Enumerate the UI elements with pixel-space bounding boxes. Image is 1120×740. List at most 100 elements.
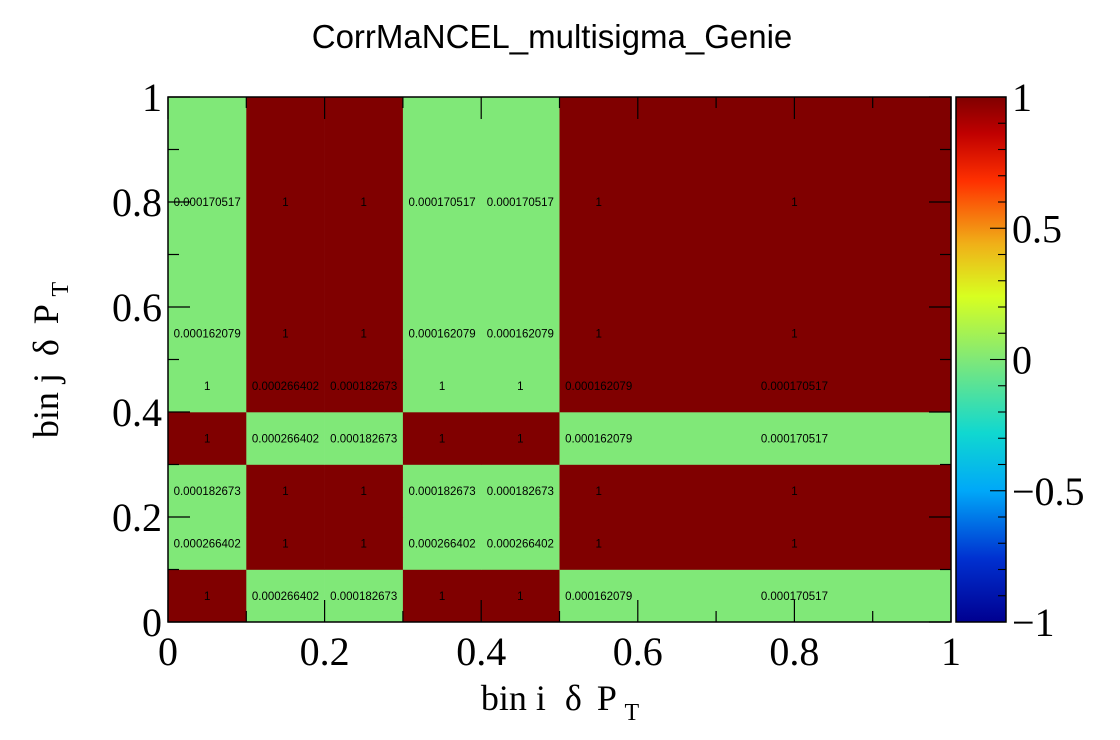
x-tick-label: 0.8	[769, 629, 819, 674]
heatmap-cell	[324, 359, 404, 413]
cell-value-label: 0.000162079	[174, 328, 241, 340]
chart-title: CorrMaNCEL_multisigma_Genie	[312, 18, 793, 55]
cell-value-label: 0.000162079	[565, 433, 632, 445]
cell-value-label: 1	[595, 486, 601, 498]
cell-value-label: 1	[282, 197, 288, 209]
color-scale-label: −0.5	[1012, 469, 1085, 514]
cell-value-label: 0.000266402	[408, 538, 475, 550]
heatmap-cell	[324, 517, 404, 570]
cell-value-label: 0.000162079	[408, 328, 475, 340]
cell-value-label: 0.000266402	[252, 591, 319, 603]
cell-value-label: 0.000182673	[330, 591, 397, 603]
cell-value-label: 1	[361, 197, 367, 209]
cell-value-label: 1	[517, 381, 523, 393]
heatmap-cell	[559, 412, 952, 465]
heatmap-cell	[324, 464, 404, 518]
cell-value-label: 1	[439, 591, 445, 603]
cell-value-label: 1	[791, 328, 797, 340]
cell-value-label: 0.000170517	[408, 197, 475, 209]
heatmap-cell	[168, 464, 247, 518]
cell-value-label: 1	[517, 433, 523, 445]
heatmap-cell	[246, 412, 325, 465]
x-tick-label: 0.6	[613, 629, 663, 674]
color-scale-labels: −1 −0.5 0 0.5 1	[1012, 75, 1085, 645]
y-tick-label: 1	[142, 75, 162, 120]
heatmap-cell	[402, 517, 482, 570]
heatmap-cell	[168, 97, 247, 360]
cell-value-label: 1	[361, 328, 367, 340]
y-axis-label: bin j δ P T	[26, 282, 74, 439]
cell-value-label: 1	[791, 486, 797, 498]
cell-value-label: 0.000170517	[761, 433, 828, 445]
heatmap-cell	[402, 464, 482, 518]
heatmap-cell	[481, 359, 560, 413]
heatmap-cell-labels: 1 0.000266402 0.000182673 1 1 0.000162079 0.00…	[174, 197, 828, 603]
cell-value-label: 1	[282, 328, 288, 340]
color-scale-label: −1	[1012, 600, 1055, 645]
cell-value-label: 1	[595, 197, 601, 209]
cell-value-label: 1	[282, 486, 288, 498]
cell-value-label: 1	[204, 591, 210, 603]
y-axis-label-greek: δ	[26, 339, 66, 356]
heatmap-cell	[481, 97, 560, 360]
y-tick-label: 0.6	[112, 285, 162, 330]
heatmap-cell	[402, 97, 482, 360]
heatmap-cell	[246, 359, 325, 413]
heatmap-cell	[559, 359, 952, 413]
cell-value-label: 0.000170517	[174, 197, 241, 209]
heatmap-cell	[402, 412, 482, 465]
heatmap-cell	[481, 569, 560, 623]
heatmap-cell	[559, 464, 952, 518]
cell-value-label: 1	[517, 591, 523, 603]
cell-value-label: 0.000266402	[252, 433, 319, 445]
heatmap-cell	[559, 97, 952, 360]
cell-value-label: 1	[361, 486, 367, 498]
y-axis-label-main: bin j	[26, 373, 66, 438]
cell-value-label: 0.000170517	[487, 197, 554, 209]
cell-value-label: 1	[595, 328, 601, 340]
axis-tick-marks	[167, 96, 952, 623]
heatmap-cell	[324, 412, 404, 465]
heatmap-cell	[402, 569, 482, 623]
heatmap-cell	[168, 569, 247, 623]
cell-value-label: 1	[791, 538, 797, 550]
color-scale-ticks	[990, 96, 1006, 623]
cell-value-label: 0.000182673	[330, 433, 397, 445]
x-axis-label-var: P	[597, 678, 616, 718]
cell-value-label: 0.000266402	[252, 381, 319, 393]
x-axis-label-greek: δ	[565, 678, 582, 718]
cell-value-label: 1	[439, 433, 445, 445]
y-tick-label: 0.8	[112, 180, 162, 225]
cell-value-label: 1	[282, 538, 288, 550]
x-axis-label-sub: T	[625, 700, 640, 726]
color-scale-label: 0.5	[1012, 206, 1062, 251]
cell-value-label: 0.000162079	[487, 328, 554, 340]
heatmap-cell	[246, 569, 325, 623]
heatmap-cell	[559, 569, 952, 623]
heatmap-cell	[481, 517, 560, 570]
cell-value-label: 1	[204, 381, 210, 393]
x-tick-label: 0.4	[456, 629, 506, 674]
heatmap-cell	[559, 517, 952, 570]
x-axis-label: bin i δ P T	[481, 678, 640, 726]
y-tick-label: 0.4	[112, 390, 162, 435]
cell-value-label: 1	[361, 538, 367, 550]
y-axis-label-var: P	[26, 305, 66, 324]
cell-value-label: 1	[595, 538, 601, 550]
cell-value-label: 0.000182673	[487, 486, 554, 498]
x-tick-label: 1	[941, 629, 961, 674]
y-axis-label-sub: T	[48, 282, 74, 297]
cell-value-label: 0.000170517	[761, 381, 828, 393]
heatmap-cell	[324, 569, 404, 623]
color-scale-label: 1	[1012, 75, 1032, 120]
x-tick-label: 0	[158, 629, 178, 674]
cell-value-label: 0.000162079	[565, 381, 632, 393]
heatmap-cell	[324, 97, 404, 360]
heatmap-cell	[168, 359, 247, 413]
cell-value-label: 1	[204, 433, 210, 445]
heatmap-cells	[168, 97, 952, 623]
cell-value-label: 1	[791, 197, 797, 209]
heatmap-cell	[168, 517, 247, 570]
heatmap-cell	[246, 97, 325, 360]
